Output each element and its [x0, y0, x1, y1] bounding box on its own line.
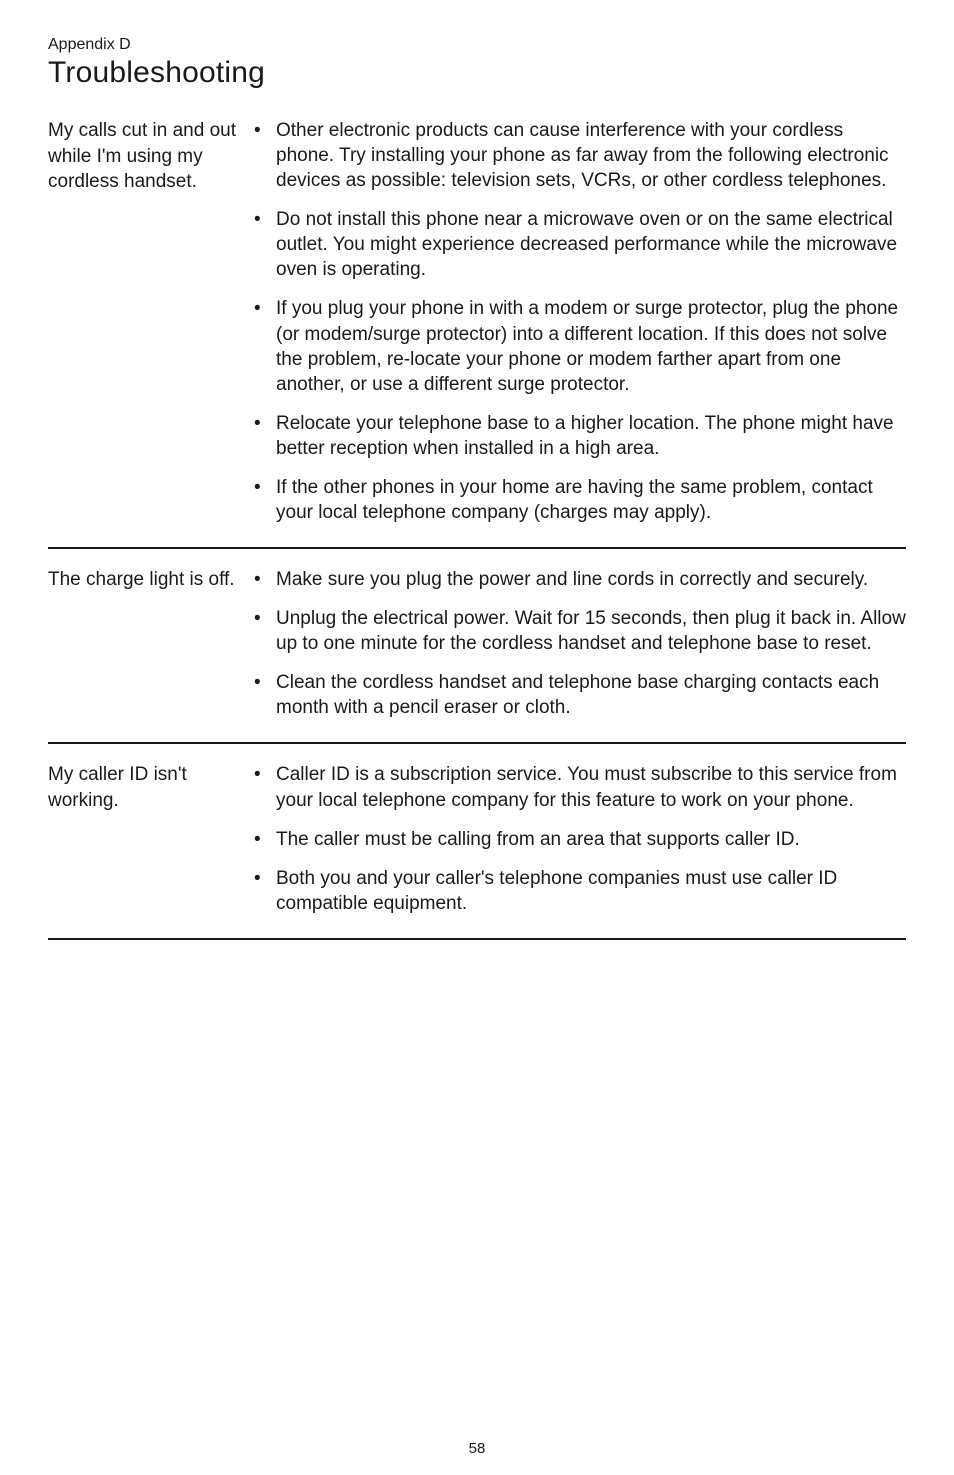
- appendix-label: Appendix D: [48, 36, 906, 54]
- page-title: Troubleshooting: [48, 56, 906, 90]
- list-item: The caller must be calling from an area …: [248, 827, 906, 852]
- list-item: Caller ID is a subscription service. You…: [248, 762, 906, 812]
- list-item: Relocate your telephone base to a higher…: [248, 411, 906, 461]
- troubleshoot-section: My caller ID isn't working. Caller ID is…: [48, 762, 906, 939]
- list-item: If the other phones in your home are hav…: [248, 475, 906, 525]
- list-item: Both you and your caller's telephone com…: [248, 866, 906, 916]
- list-item: Make sure you plug the power and line co…: [248, 567, 906, 592]
- list-item: Unplug the electrical power. Wait for 15…: [248, 606, 906, 656]
- page-number: 58: [0, 1440, 954, 1457]
- problem-label: My calls cut in and out while I'm using …: [48, 118, 248, 525]
- list-item: Do not install this phone near a microwa…: [248, 207, 906, 282]
- solutions-list: Make sure you plug the power and line co…: [248, 567, 906, 720]
- problem-label: My caller ID isn't working.: [48, 762, 248, 915]
- list-item: If you plug your phone in with a modem o…: [248, 296, 906, 396]
- solutions-list: Caller ID is a subscription service. You…: [248, 762, 906, 915]
- list-item: Other electronic products can cause inte…: [248, 118, 906, 193]
- troubleshoot-section: My calls cut in and out while I'm using …: [48, 118, 906, 549]
- list-item: Clean the cordless handset and telephone…: [248, 670, 906, 720]
- problem-label: The charge light is off.: [48, 567, 248, 720]
- page: Appendix D Troubleshooting My calls cut …: [0, 0, 954, 1475]
- troubleshoot-section: The charge light is off. Make sure you p…: [48, 567, 906, 744]
- solutions-list: Other electronic products can cause inte…: [248, 118, 906, 525]
